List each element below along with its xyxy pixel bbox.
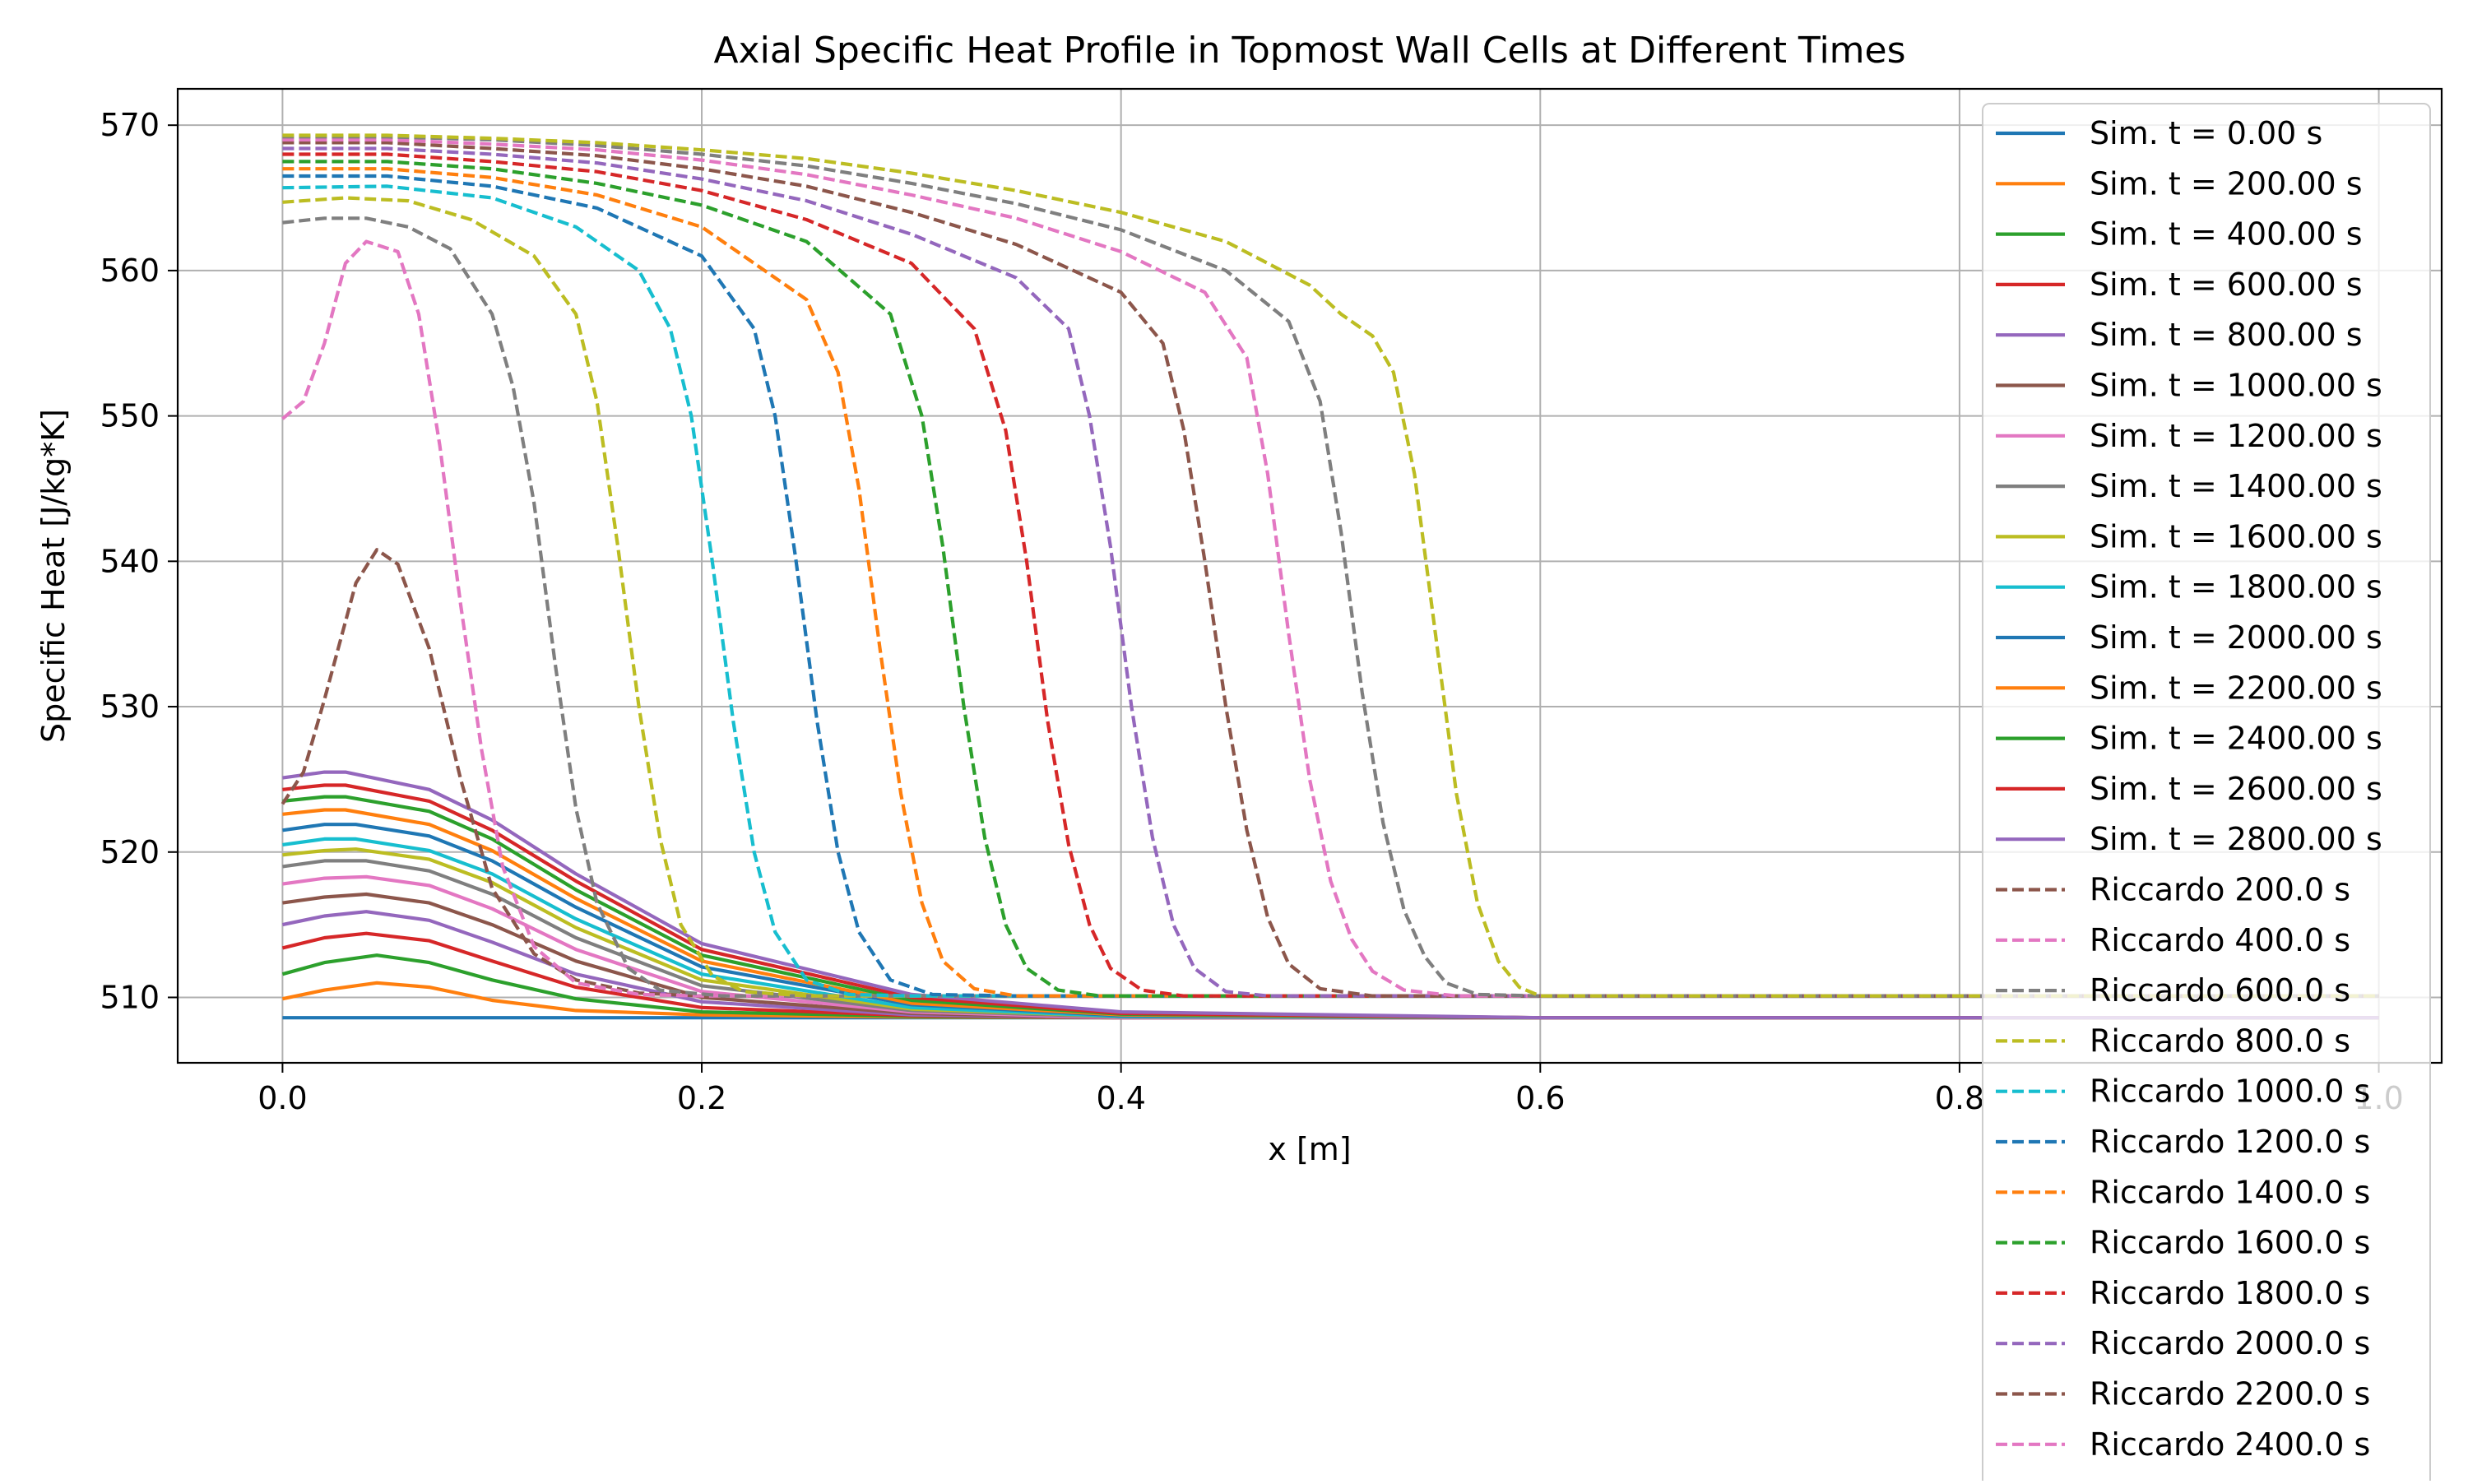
legend-label: Riccardo 1000.0 s (2090, 1074, 2370, 1110)
legend-label: Sim. t = 1400.00 s (2090, 468, 2382, 504)
plot-frame (176, 87, 2443, 1064)
legend-label: Sim. t = 1800.00 s (2090, 569, 2382, 605)
series-line-21 (282, 174, 2379, 998)
y-tick-label: 570 (100, 107, 160, 143)
legend: Sim. t = 0.00 s Sim. t = 200.00 s Sim. t =… (1982, 103, 2431, 1484)
series-line-24 (282, 152, 2379, 998)
legend-label: Sim. t = 1600.00 s (2090, 518, 2382, 554)
x-tick-label: 0.4 (1096, 1080, 1145, 1116)
y-tick-label: 550 (100, 398, 160, 434)
y-axis-label: Specific Heat [J/kg*K] (35, 409, 72, 743)
legend-label: Riccardo 2400.0 s (2090, 1426, 2370, 1463)
legend-label: Sim. t = 400.00 s (2090, 216, 2363, 253)
legend-label: Riccardo 2200.0 s (2090, 1376, 2370, 1412)
x-tick-label: 0.8 (1935, 1080, 1984, 1116)
x-tick-label: 0.6 (1515, 1080, 1565, 1116)
legend-label: Sim. t = 2800.00 s (2090, 821, 2382, 857)
series-layer (281, 133, 2379, 1020)
legend-label: Riccardo 1400.0 s (2090, 1174, 2370, 1210)
series-line-26 (282, 141, 2379, 998)
series-line-27 (282, 137, 2379, 998)
series-line-28 (282, 135, 2379, 998)
x-tick-label: 0.0 (257, 1080, 307, 1116)
series-line-17 (281, 239, 2379, 998)
legend-label: Riccardo 2600.0 s (2090, 1477, 2370, 1481)
y-tick-label: 510 (100, 979, 160, 1015)
legend-label: Sim. t = 200.00 s (2090, 165, 2363, 202)
legend-label: Riccardo 400.0 s (2090, 922, 2350, 958)
tick-layer: 0.00.20.40.60.81.0510520530540550560570 (100, 107, 2403, 1116)
legend-label: Sim. t = 2200.00 s (2090, 670, 2382, 706)
legend-label: Sim. t = 2600.00 s (2090, 771, 2382, 807)
legend-label: Sim. t = 1200.00 s (2090, 418, 2382, 454)
legend-label: Riccardo 200.0 s (2090, 872, 2350, 908)
series-line-25 (282, 146, 2379, 998)
chart-title: Axial Specific Heat Profile in Topmost W… (713, 30, 1905, 72)
legend-label: Sim. t = 2400.00 s (2090, 721, 2382, 757)
y-tick-label: 530 (100, 689, 160, 725)
legend-label: Riccardo 2000.0 s (2090, 1325, 2370, 1361)
y-tick-label: 520 (100, 834, 160, 870)
series-line-29 (282, 133, 2379, 998)
x-tick-label: 0.2 (677, 1080, 726, 1116)
series-line-16 (281, 548, 2379, 998)
legend-label: Riccardo 800.0 s (2090, 1023, 2350, 1059)
legend-label: Riccardo 1200.0 s (2090, 1124, 2370, 1160)
legend-label: Sim. t = 600.00 s (2090, 267, 2363, 303)
legend-label: Sim. t = 800.00 s (2090, 317, 2363, 353)
legend-label: Riccardo 1600.0 s (2090, 1225, 2370, 1261)
series-line-15 (282, 770, 2379, 1020)
legend-box (1982, 103, 2431, 1484)
legend-label: Sim. t = 0.00 s (2090, 115, 2322, 151)
legend-label: Riccardo 600.0 s (2090, 972, 2350, 1009)
legend-label: Sim. t = 2000.00 s (2090, 619, 2382, 656)
legend-label: Riccardo 1800.0 s (2090, 1275, 2370, 1311)
y-tick-label: 560 (100, 253, 160, 289)
x-axis-label: x [m] (1268, 1131, 1351, 1167)
series-line-19 (282, 196, 2379, 998)
legend-label: Sim. t = 1000.00 s (2090, 368, 2382, 404)
y-tick-label: 540 (100, 543, 160, 579)
